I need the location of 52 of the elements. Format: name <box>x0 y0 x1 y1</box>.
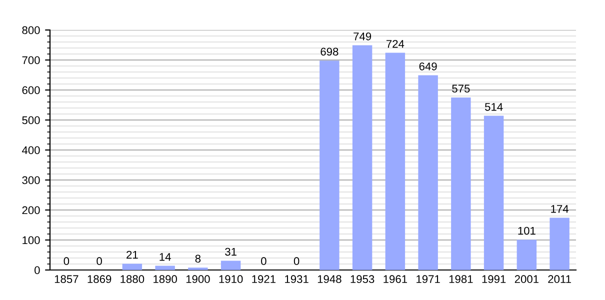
data-label: 0 <box>96 257 102 266</box>
x-tick-label: 1880 <box>120 275 144 284</box>
x-tick-label: 1948 <box>318 275 342 284</box>
data-label: 0 <box>294 257 300 266</box>
y-tick-label: 0 <box>34 266 40 274</box>
y-tick-label: 500 <box>22 116 40 124</box>
data-label: 575 <box>452 84 470 93</box>
x-tick-label: 2001 <box>514 275 539 284</box>
y-tick-label: 300 <box>22 176 40 184</box>
data-label: 0 <box>261 257 266 266</box>
bar <box>451 98 471 270</box>
bar <box>385 52 406 270</box>
data-label: 514 <box>484 103 503 111</box>
y-tick-label: 600 <box>22 86 40 94</box>
bar <box>220 260 241 270</box>
bar <box>550 218 570 270</box>
x-tick-label: 1890 <box>154 275 177 284</box>
bar <box>484 116 504 270</box>
data-label: 0 <box>64 257 70 266</box>
data-label: 21 <box>126 250 138 259</box>
bar <box>320 60 340 270</box>
data-label: 14 <box>160 253 171 261</box>
bar <box>122 264 142 270</box>
data-label: 698 <box>320 48 338 56</box>
x-tick-label: 1900 <box>186 275 210 284</box>
y-tick-label: 800 <box>22 26 40 34</box>
bar <box>352 45 372 270</box>
y-tick-label: 400 <box>22 146 40 154</box>
data-label: 31 <box>225 248 236 256</box>
x-tick-label: 1971 <box>416 275 440 284</box>
x-tick-label: 1869 <box>88 275 112 284</box>
x-tick-label: 2011 <box>548 275 571 284</box>
data-label: 649 <box>419 62 437 70</box>
x-tick-label: 1921 <box>252 275 276 284</box>
x-tick-label: 1953 <box>350 275 374 284</box>
y-tick-label: 100 <box>22 236 40 244</box>
bar <box>516 240 537 270</box>
bar <box>155 266 175 270</box>
data-label: 724 <box>386 40 404 48</box>
bar <box>418 75 438 270</box>
x-tick-label: 1991 <box>482 275 506 284</box>
x-tick-label: 1961 <box>384 275 408 284</box>
data-label: 749 <box>354 32 372 40</box>
x-tick-label: 1857 <box>54 275 78 284</box>
y-tick-label: 700 <box>22 56 40 64</box>
data-label: 174 <box>551 205 569 213</box>
x-tick-label: 1910 <box>219 275 243 284</box>
data-label: 8 <box>195 254 201 263</box>
y-tick-label: 200 <box>22 206 40 214</box>
x-tick-label: 1981 <box>449 275 473 284</box>
x-tick-label: 1931 <box>285 275 308 284</box>
data-label: 101 <box>518 226 536 235</box>
